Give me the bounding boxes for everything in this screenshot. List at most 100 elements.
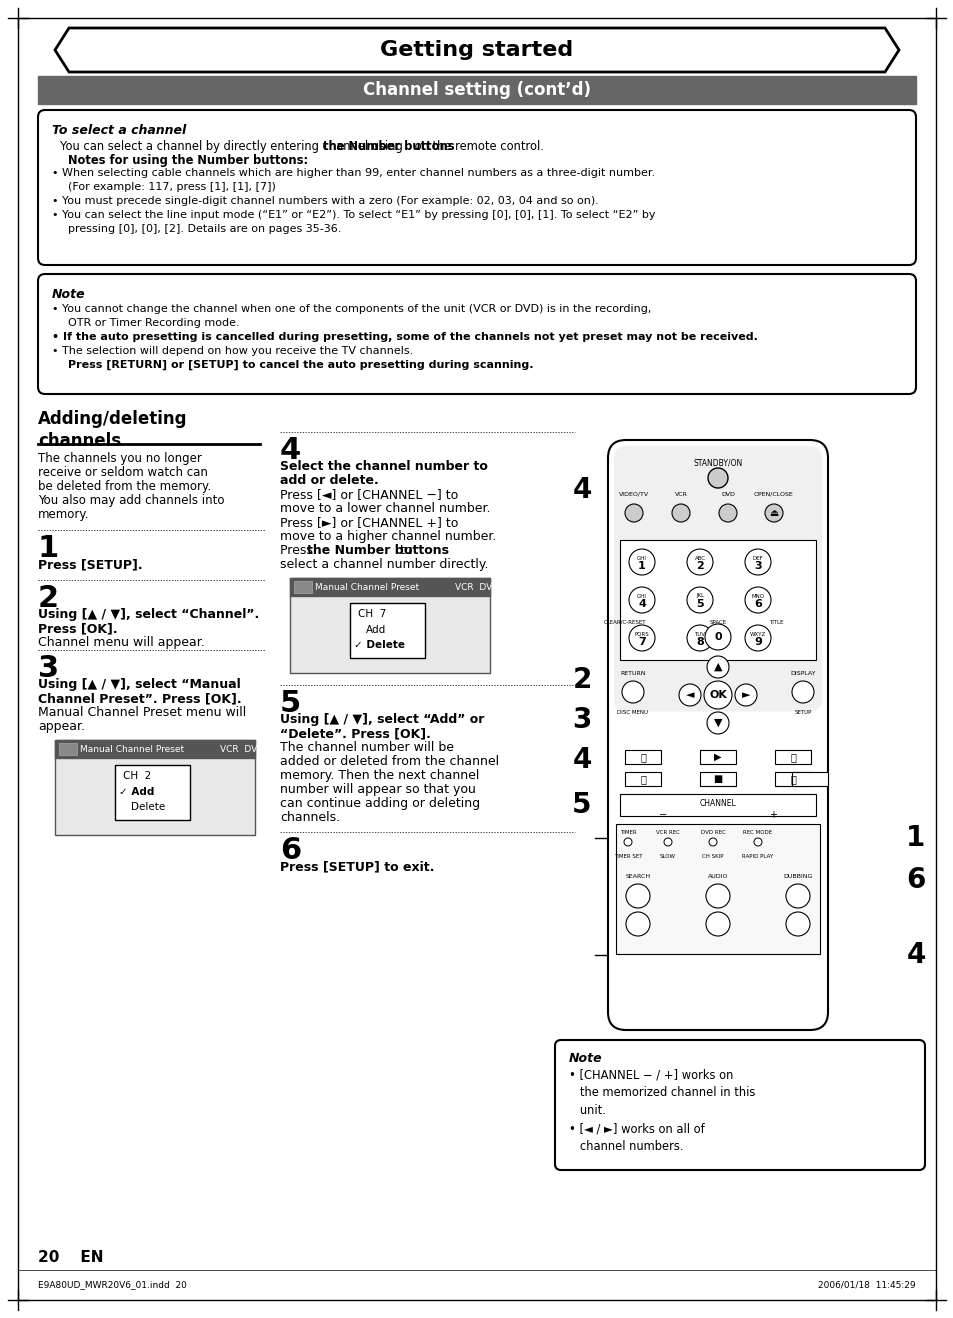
- Text: 2: 2: [38, 584, 59, 613]
- Text: CH  2: CH 2: [123, 771, 152, 782]
- Circle shape: [628, 625, 655, 651]
- Text: • The selection will depend on how you receive the TV channels.: • The selection will depend on how you r…: [52, 347, 413, 356]
- Text: REC MODE: REC MODE: [742, 830, 772, 836]
- Text: E9A80UD_MWR20V6_01.indd  20: E9A80UD_MWR20V6_01.indd 20: [38, 1280, 187, 1289]
- Text: the Number buttons: the Number buttons: [323, 140, 455, 153]
- Circle shape: [706, 656, 728, 677]
- Circle shape: [744, 550, 770, 575]
- Bar: [290, 579, 490, 673]
- Text: VCR  DVD: VCR DVD: [455, 583, 498, 592]
- Text: Using [▲ / ▼], select “Manual: Using [▲ / ▼], select “Manual: [38, 677, 240, 691]
- Text: CLEAR/C-RESET: CLEAR/C-RESET: [603, 619, 645, 625]
- Circle shape: [621, 681, 643, 702]
- Text: Note: Note: [52, 289, 86, 301]
- Bar: [115, 764, 190, 820]
- Text: Manual Channel Preset menu will: Manual Channel Preset menu will: [38, 706, 246, 720]
- Bar: [55, 739, 254, 836]
- Text: 2: 2: [696, 561, 703, 571]
- Text: GHI: GHI: [637, 555, 646, 560]
- Bar: [38, 76, 915, 104]
- Text: 5: 5: [696, 598, 703, 609]
- Text: VCR: VCR: [674, 492, 687, 497]
- Text: Channel Preset”. Press [OK].: Channel Preset”. Press [OK].: [38, 692, 241, 705]
- Text: ■: ■: [713, 774, 721, 784]
- Text: MNO: MNO: [751, 593, 763, 598]
- Text: DISC MENU: DISC MENU: [617, 710, 648, 714]
- Bar: [350, 604, 424, 658]
- Text: ▼: ▼: [713, 718, 721, 728]
- Text: add or delete.: add or delete.: [280, 474, 378, 486]
- Circle shape: [785, 884, 809, 908]
- Text: Channel menu will appear.: Channel menu will appear.: [38, 637, 205, 648]
- Text: You can select a channel by directly entering channel using: You can select a channel by directly ent…: [60, 140, 406, 153]
- Circle shape: [785, 912, 809, 936]
- Circle shape: [791, 681, 813, 702]
- Circle shape: [704, 623, 730, 650]
- Text: WXYZ: WXYZ: [749, 631, 765, 637]
- FancyBboxPatch shape: [38, 274, 915, 394]
- Bar: [616, 824, 820, 954]
- Text: • You cannot change the channel when one of the components of the unit (VCR or D: • You cannot change the channel when one…: [52, 304, 651, 314]
- Text: Using [▲ / ▼], select “Add” or: Using [▲ / ▼], select “Add” or: [280, 713, 484, 726]
- Text: ▶: ▶: [714, 753, 721, 762]
- Text: ✓ Delete: ✓ Delete: [354, 641, 405, 650]
- Text: Select the channel number to: Select the channel number to: [280, 460, 487, 473]
- Text: ✓ Add: ✓ Add: [119, 787, 154, 797]
- Text: OPEN/CLOSE: OPEN/CLOSE: [753, 492, 793, 497]
- Text: 3: 3: [572, 706, 591, 734]
- Text: ⏪: ⏪: [639, 774, 645, 784]
- Bar: [59, 743, 77, 755]
- Text: 4: 4: [638, 598, 645, 609]
- Text: AUDIO: AUDIO: [707, 874, 727, 879]
- Text: • When selecting cable channels which are higher than 99, enter channel numbers : • When selecting cable channels which ar…: [52, 167, 655, 178]
- Text: STANDBY/ON: STANDBY/ON: [693, 457, 741, 467]
- Circle shape: [686, 550, 712, 575]
- Text: ⏏: ⏏: [768, 507, 778, 518]
- Circle shape: [734, 684, 757, 706]
- Text: • If the auto presetting is cancelled during presetting, some of the channels no: • If the auto presetting is cancelled du…: [52, 332, 757, 341]
- Circle shape: [719, 503, 737, 522]
- Bar: [290, 579, 490, 596]
- Text: the memorized channel in this: the memorized channel in this: [568, 1086, 755, 1099]
- Text: the Number buttons: the Number buttons: [307, 544, 449, 558]
- Text: The channels you no longer: The channels you no longer: [38, 452, 202, 465]
- Text: Press [SETUP].: Press [SETUP].: [38, 558, 143, 571]
- Circle shape: [686, 587, 712, 613]
- Text: +: +: [768, 811, 776, 820]
- Text: SETUP: SETUP: [794, 710, 811, 714]
- Text: Channel setting (cont’d): Channel setting (cont’d): [363, 80, 590, 99]
- Bar: [700, 750, 735, 764]
- Text: DVD: DVD: [720, 492, 734, 497]
- Text: To select a channel: To select a channel: [52, 124, 186, 137]
- FancyBboxPatch shape: [614, 445, 821, 712]
- Text: ABC: ABC: [694, 555, 705, 560]
- Text: to: to: [395, 544, 412, 558]
- Text: 0: 0: [714, 633, 721, 642]
- Text: 3: 3: [754, 561, 761, 571]
- FancyBboxPatch shape: [607, 440, 827, 1029]
- Text: VIDEO/TV: VIDEO/TV: [618, 492, 648, 497]
- Text: ▲: ▲: [713, 662, 721, 672]
- Text: unit.: unit.: [568, 1104, 605, 1116]
- Circle shape: [679, 684, 700, 706]
- Text: pressing [0], [0], [2]. Details are on pages 35-36.: pressing [0], [0], [2]. Details are on p…: [68, 224, 341, 235]
- Text: TIMER: TIMER: [619, 830, 636, 836]
- Text: DUBBING: DUBBING: [782, 874, 812, 879]
- Text: Add: Add: [366, 625, 386, 635]
- Circle shape: [707, 468, 727, 488]
- Text: VCR  DVD: VCR DVD: [220, 745, 264, 754]
- Bar: [791, 772, 827, 786]
- Circle shape: [764, 503, 782, 522]
- Text: • [◄ / ►] works on all of: • [◄ / ►] works on all of: [568, 1122, 704, 1135]
- Text: 3: 3: [38, 654, 59, 683]
- Circle shape: [705, 912, 729, 936]
- Text: • You can select the line input mode (“E1” or “E2”). To select “E1” by pressing : • You can select the line input mode (“E…: [52, 210, 655, 220]
- Text: SLOW: SLOW: [659, 854, 676, 859]
- Text: move to a higher channel number.: move to a higher channel number.: [280, 530, 496, 543]
- Text: VCR REC: VCR REC: [656, 830, 679, 836]
- Text: 6: 6: [280, 836, 301, 865]
- Text: Manual Channel Preset: Manual Channel Preset: [80, 745, 184, 754]
- Circle shape: [628, 550, 655, 575]
- Text: on the remote control.: on the remote control.: [411, 140, 543, 153]
- Text: 4: 4: [572, 746, 591, 774]
